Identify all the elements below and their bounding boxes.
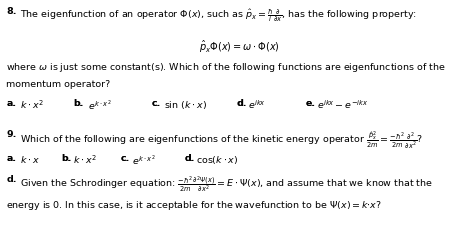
Text: $k\cdot x^2$: $k\cdot x^2$ (20, 99, 44, 111)
Text: $e^{k\cdot x^2}$: $e^{k\cdot x^2}$ (132, 154, 155, 168)
Text: $\hat{p}_x\Phi(x) = \omega\cdot\Phi(x)$: $\hat{p}_x\Phi(x) = \omega\cdot\Phi(x)$ (199, 39, 280, 55)
Text: a.: a. (6, 99, 16, 108)
Text: $k\cdot x^2$: $k\cdot x^2$ (73, 154, 97, 166)
Text: 8.: 8. (6, 7, 17, 16)
Text: 9.: 9. (6, 130, 17, 139)
Text: b.: b. (73, 99, 84, 108)
Text: $k\cdot x$: $k\cdot x$ (20, 154, 40, 164)
Text: c.: c. (152, 99, 160, 108)
Text: a.: a. (6, 99, 15, 108)
Text: where $\omega$ is just some constant(s). Which of the following functions are ei: where $\omega$ is just some constant(s).… (6, 61, 446, 74)
Text: a.: a. (6, 154, 15, 163)
Text: e.: e. (306, 99, 315, 108)
Text: Which of the following are eigenfunctions of the kinetic energy operator $\frac{: Which of the following are eigenfunction… (20, 130, 423, 151)
Text: $e^{k\cdot x^2}$: $e^{k\cdot x^2}$ (88, 99, 111, 113)
Text: Given the Schrodinger equation: $\frac{-\hbar^2}{2m}\frac{\partial^2\Psi(x)}{\pa: Given the Schrodinger equation: $\frac{-… (20, 175, 433, 195)
Text: d.: d. (237, 99, 246, 108)
Text: c.: c. (121, 154, 130, 163)
Text: d.: d. (237, 99, 247, 108)
Text: energy is 0. In this case, is it acceptable for the wavefunction to be $\Psi(x){: energy is 0. In this case, is it accepta… (6, 199, 382, 212)
Text: $e^{ikx} - e^{-ikx}$: $e^{ikx} - e^{-ikx}$ (317, 99, 368, 111)
Text: a.: a. (6, 154, 16, 163)
Text: c.: c. (152, 99, 161, 108)
Text: e.: e. (306, 99, 316, 108)
Text: sin $(k\cdot x)$: sin $(k\cdot x)$ (164, 99, 207, 111)
Text: momentum operator?: momentum operator? (6, 80, 110, 89)
Text: c.: c. (121, 154, 129, 163)
Text: b.: b. (62, 154, 72, 163)
Text: b.: b. (62, 154, 71, 163)
Text: cos$(k\cdot x)$: cos$(k\cdot x)$ (196, 154, 238, 165)
Text: d.: d. (185, 154, 194, 163)
Text: d.: d. (6, 175, 17, 184)
Text: The eigenfunction of an operator $\Phi(x)$, such as $\hat{p}_x = \frac{\hbar}{i}: The eigenfunction of an operator $\Phi(x… (20, 7, 417, 24)
Text: $e^{ikx}$: $e^{ikx}$ (248, 99, 266, 111)
Text: d.: d. (185, 154, 195, 163)
Text: b.: b. (73, 99, 82, 108)
